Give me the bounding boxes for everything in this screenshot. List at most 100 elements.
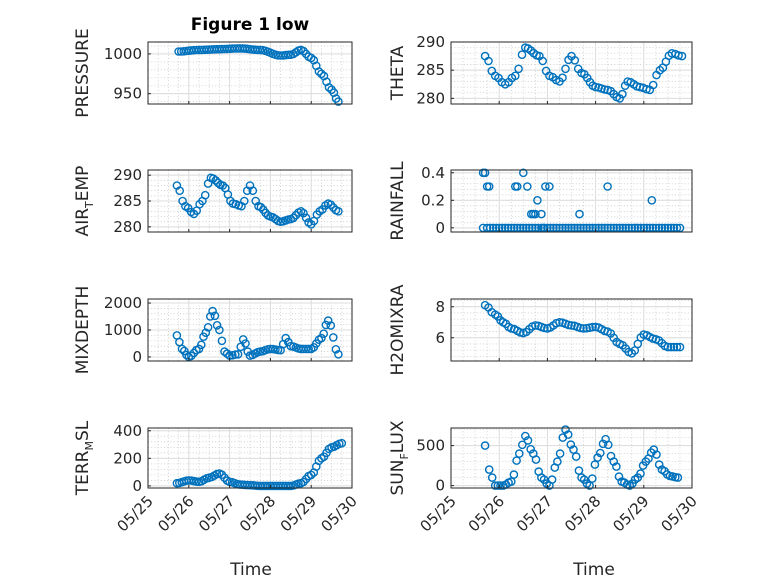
- y-axis-label-subscript: M: [83, 441, 96, 451]
- data-point: [621, 223, 631, 233]
- x-axis-labels: Time Time: [229, 560, 615, 580]
- y-tick-label: 950: [113, 85, 142, 103]
- data-point: [547, 475, 557, 484]
- data-point: [514, 64, 523, 74]
- data-point: [517, 50, 527, 60]
- data-point: [323, 316, 333, 325]
- data-point: [675, 223, 685, 233]
- data-point: [615, 94, 625, 103]
- y-tick-label: 0: [132, 477, 142, 495]
- subplot-terr_msl: 0 200 400 TERRMSL 05/2505/2605/2705/2805/290…: [73, 420, 361, 535]
- data-point: [612, 223, 622, 233]
- y-tick-label: 280: [416, 89, 445, 107]
- y-axis-label-tail: SL: [73, 420, 93, 441]
- y-axis-label: THETA: [388, 45, 408, 101]
- y-axis-label: TERRMSL: [73, 420, 96, 496]
- data-point: [642, 223, 652, 233]
- data-point: [484, 465, 494, 474]
- data-point: [519, 168, 528, 178]
- data-point: [510, 71, 520, 81]
- y-tick-label: 0.4: [421, 164, 445, 182]
- data-point: [525, 223, 534, 233]
- subplot-pressure: 950 1000 PRESSURE: [73, 28, 353, 118]
- data-point: [598, 439, 608, 449]
- data-point: [561, 223, 570, 233]
- data-point: [666, 342, 676, 352]
- data-point: [496, 481, 505, 490]
- data-point: [585, 481, 594, 490]
- axes-frame: [450, 427, 693, 489]
- data-point: [484, 56, 493, 66]
- y-tick-label: 290: [113, 166, 142, 184]
- x-tick-label: 05/28: [561, 492, 604, 535]
- data-point: [657, 223, 667, 233]
- data-point: [528, 223, 537, 233]
- xlabel-right: Time: [572, 560, 615, 580]
- data-point: [523, 436, 533, 445]
- data-point: [600, 223, 609, 233]
- data-point: [304, 344, 313, 354]
- data-point: [648, 223, 658, 233]
- data-point: [301, 213, 311, 223]
- data-point: [334, 206, 343, 216]
- x-tick-label: 05/29: [609, 492, 652, 535]
- data-point: [674, 51, 683, 60]
- y-tick-label: 400: [113, 422, 142, 440]
- figure-title: Figure 1 low: [191, 15, 310, 35]
- data-point: [582, 323, 591, 333]
- data-point: [541, 182, 550, 191]
- data-point: [296, 206, 306, 216]
- axes-frame: [147, 41, 353, 105]
- data-point: [210, 311, 220, 321]
- x-tick-label: 05/26: [154, 492, 197, 535]
- data-point: [579, 324, 588, 333]
- data-point: [558, 223, 567, 233]
- data-point: [672, 342, 682, 352]
- data-point: [582, 73, 592, 83]
- x-tick-label: 05/25: [417, 492, 460, 535]
- y-tick-label: 0.2: [421, 191, 445, 209]
- data-point: [533, 195, 542, 205]
- y-axis-label: PRESSURE: [73, 28, 93, 117]
- data-point: [603, 223, 612, 233]
- data-point: [239, 196, 249, 206]
- data-point: [652, 450, 661, 459]
- data-point: [669, 342, 679, 352]
- data-point: [519, 223, 528, 233]
- data-point: [618, 223, 628, 233]
- y-tick-label: 285: [113, 192, 142, 210]
- data-point: [211, 176, 220, 185]
- data-point: [647, 195, 657, 205]
- data-point: [553, 457, 562, 466]
- data-point: [609, 223, 619, 233]
- data-point: [208, 306, 217, 316]
- data-point: [675, 342, 685, 352]
- data-point: [487, 473, 497, 482]
- x-tick-label: 05/26: [465, 492, 508, 535]
- y-tick-label: 1000: [104, 45, 142, 63]
- data-point: [555, 317, 564, 327]
- data-point: [600, 85, 609, 94]
- data-point: [233, 349, 243, 359]
- y-tick-label: 290: [416, 33, 445, 51]
- data-point: [569, 445, 578, 454]
- data-point: [630, 223, 640, 233]
- data-point: [324, 83, 334, 92]
- y-tick-label: 285: [416, 61, 445, 79]
- data-point: [334, 349, 343, 359]
- data-point: [558, 73, 567, 82]
- data-point: [491, 223, 501, 233]
- y-tick-label: 2000: [104, 294, 142, 312]
- data-point: [540, 323, 549, 333]
- data-point: [241, 339, 250, 348]
- data-point: [575, 209, 584, 219]
- data-point: [319, 329, 329, 339]
- data-point: [564, 320, 573, 330]
- data-point: [537, 223, 546, 233]
- data-point: [588, 474, 597, 483]
- data-point: [289, 213, 298, 223]
- y-tick-label: 8: [435, 298, 445, 316]
- data-point: [576, 223, 585, 233]
- subplot-grid: 950 1000 PRESSURE 280 285 290 THETA 280 285 290 AI…: [73, 28, 701, 535]
- data-point: [571, 452, 581, 461]
